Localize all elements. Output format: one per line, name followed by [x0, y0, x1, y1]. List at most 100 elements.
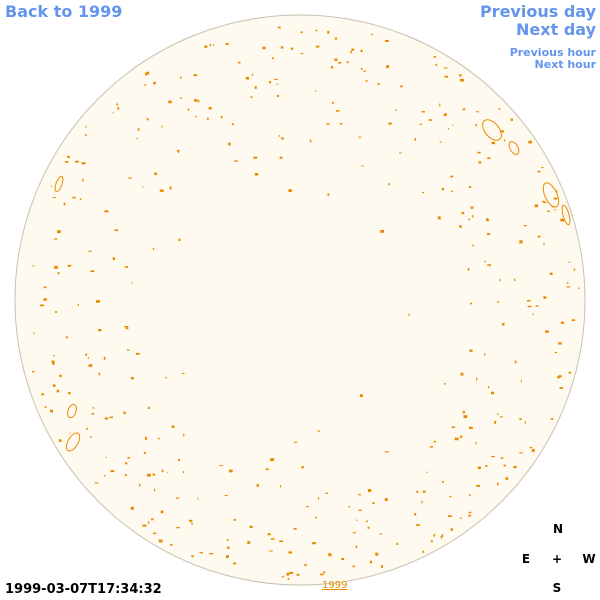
previous-hour-link[interactable]: Previous hour: [509, 46, 596, 59]
contour-speck: [233, 562, 237, 565]
contour-speck: [468, 511, 472, 514]
contour-speck: [443, 113, 447, 116]
contour-speck: [65, 336, 68, 339]
contour-speck: [183, 433, 185, 437]
contour-speck: [367, 526, 370, 529]
contour-speck: [145, 72, 148, 76]
contour-speck: [124, 326, 129, 328]
contour-speck: [469, 494, 471, 497]
contour-speck: [296, 573, 300, 576]
contour-speck: [314, 90, 317, 92]
contour-speck: [189, 519, 193, 522]
contour-speck: [130, 506, 134, 510]
next-day-link[interactable]: Next day: [516, 20, 596, 39]
contour-speck: [416, 524, 420, 526]
contour-speck: [534, 204, 538, 208]
contour-speck: [545, 330, 549, 333]
contour-speck: [451, 426, 455, 428]
contour-speck: [228, 142, 231, 146]
contour-speck: [116, 103, 119, 106]
contour-speck: [168, 100, 172, 104]
contour-speck: [529, 447, 533, 449]
contour-speck: [542, 200, 545, 202]
contour-speck: [148, 475, 151, 477]
contour-speck: [484, 260, 486, 263]
contour-speck: [225, 43, 229, 45]
magnetogram-contours: [32, 26, 580, 580]
contour-speck: [327, 193, 330, 196]
contour-speck: [326, 123, 330, 125]
contour-speck: [519, 418, 522, 421]
contour-speck: [531, 449, 535, 452]
contour-speck: [54, 175, 64, 193]
contour-speck: [220, 116, 223, 119]
contour-speck: [369, 560, 372, 564]
contour-speck: [152, 473, 156, 476]
contour-speck: [178, 458, 181, 462]
year-link[interactable]: 1999: [322, 580, 348, 591]
contour-speck: [153, 81, 156, 85]
contour-speck: [367, 489, 372, 492]
contour-speck: [139, 483, 141, 487]
contour-speck: [421, 111, 425, 113]
contour-speck: [384, 498, 388, 501]
contour-speck: [341, 558, 345, 560]
contour-speck: [346, 61, 349, 64]
contour-speck: [91, 413, 95, 415]
contour-speck: [67, 264, 72, 267]
contour-speck: [312, 542, 316, 545]
contour-speck: [177, 151, 180, 153]
contour-speck: [361, 165, 364, 167]
contour-speck: [537, 170, 541, 173]
contour-speck: [152, 248, 155, 250]
contour-speck: [486, 233, 491, 236]
contour-speck: [421, 500, 423, 504]
contour-speck: [508, 141, 520, 155]
contour-speck: [81, 162, 86, 165]
contour-speck: [227, 539, 229, 541]
contour-speck: [268, 81, 272, 84]
contour-speck: [352, 565, 355, 568]
contour-speck: [131, 282, 134, 284]
contour-speck: [487, 157, 491, 159]
contour-speck: [250, 96, 253, 98]
contour-speck: [437, 216, 441, 220]
contour-speck: [468, 426, 473, 429]
contour-speck: [547, 210, 550, 212]
contour-speck: [472, 244, 474, 247]
next-hour-link[interactable]: Next hour: [534, 58, 597, 71]
contour-speck: [433, 533, 436, 537]
contour-speck: [147, 406, 150, 409]
contour-speck: [96, 300, 100, 303]
contour-speck: [385, 39, 389, 42]
contour-speck: [145, 436, 148, 440]
contour-speck: [199, 552, 204, 554]
contour-speck: [137, 128, 140, 131]
contour-speck: [430, 540, 433, 543]
previous-day-link[interactable]: Previous day: [479, 2, 596, 21]
contour-speck: [485, 465, 488, 467]
contour-speck: [568, 261, 570, 263]
contour-speck: [355, 545, 358, 549]
contour-speck: [416, 490, 419, 493]
contour-speck: [279, 156, 283, 159]
contour-speck: [57, 230, 61, 234]
back-link[interactable]: Back to 1999: [5, 2, 123, 21]
contour-speck: [117, 107, 120, 110]
contour-speck: [300, 31, 303, 34]
contour-speck: [198, 99, 200, 103]
contour-speck: [146, 118, 149, 121]
contour-speck: [228, 469, 233, 473]
contour-speck: [419, 123, 423, 125]
contour-speck: [461, 211, 465, 215]
contour-speck: [79, 198, 82, 201]
contour-speck: [59, 374, 62, 377]
contour-speck: [289, 571, 294, 574]
contour-speck: [450, 175, 454, 178]
contour-speck: [372, 502, 375, 504]
contour-speck: [400, 85, 403, 88]
contour-speck: [253, 156, 258, 159]
contour-speck: [148, 521, 150, 524]
contour-speck: [271, 57, 274, 60]
contour-speck: [191, 522, 193, 525]
